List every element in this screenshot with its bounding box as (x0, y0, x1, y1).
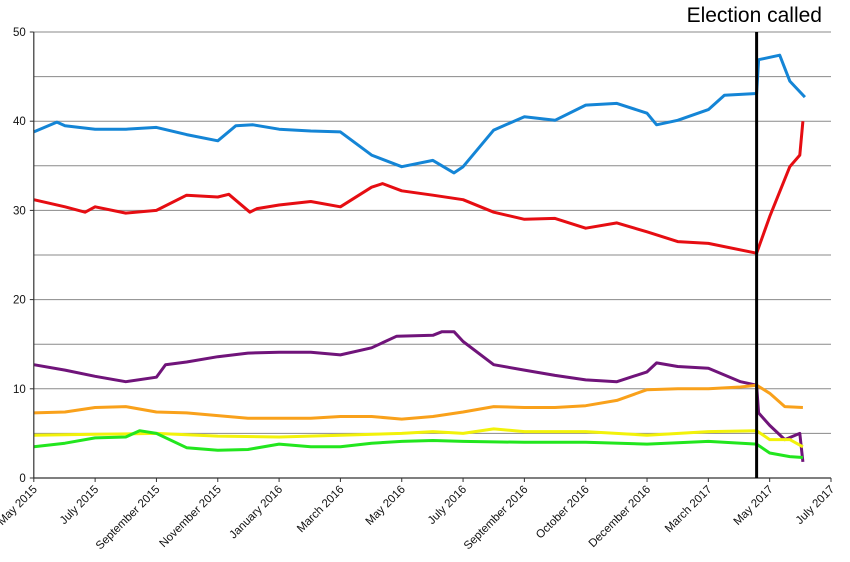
series-line-3 (33, 383, 803, 421)
series-lines (33, 53, 806, 463)
x-tick-label: May 2017 (732, 484, 776, 528)
series-line-0 (33, 53, 806, 175)
y-tick-label: 50 (13, 27, 26, 39)
y-tick-label: 20 (13, 295, 26, 307)
x-tick-label: December 2016 (587, 484, 653, 550)
series-line-4 (33, 427, 804, 449)
series-line-5 (33, 429, 804, 459)
x-tick-label: July 2015 (58, 484, 101, 527)
x-tick-label: July 2017 (794, 484, 837, 527)
x-tick-label: July 2016 (426, 484, 469, 527)
election-called-label: Election called (687, 4, 822, 27)
y-tick-label: 40 (13, 116, 26, 128)
y-tick-label: 10 (13, 384, 26, 396)
y-tick-label: 30 (13, 205, 26, 217)
x-tick-label: January 2016 (227, 484, 285, 542)
series-line-1 (33, 121, 805, 255)
x-tick-label: May 2015 (0, 484, 40, 528)
gridlines (33, 31, 831, 434)
x-tick-label: September 2015 (94, 484, 163, 553)
x-tick-label: May 2016 (364, 484, 408, 528)
x-tick-label: October 2016 (534, 484, 592, 542)
x-tick-label: March 2016 (295, 484, 346, 535)
series-line-2 (33, 330, 805, 463)
x-tick-label: September 2016 (462, 484, 531, 553)
y-tick-label: 0 (19, 473, 25, 485)
x-tick-label: March 2017 (663, 484, 714, 535)
election-annotation: Election called (687, 4, 822, 478)
x-tick-label: November 2015 (158, 484, 224, 550)
